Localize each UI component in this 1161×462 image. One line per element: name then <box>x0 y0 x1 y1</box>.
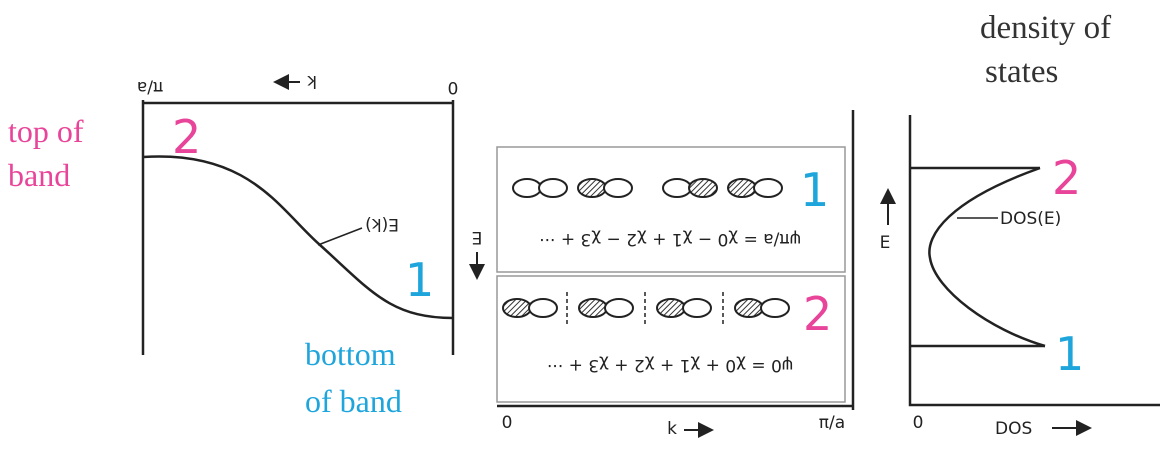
annotation: band <box>8 157 70 193</box>
state-label: 2 <box>1052 151 1081 205</box>
orbital-lobe <box>605 299 633 317</box>
annotation: top of <box>8 113 84 149</box>
axis-label: 0 <box>913 413 924 433</box>
annotation: of band <box>305 383 402 419</box>
axis-label: E <box>472 227 483 247</box>
curve-label: DOS(E) <box>1000 209 1061 229</box>
orbital-lobe <box>513 179 541 197</box>
annotation: bottom <box>305 336 396 372</box>
dos-plot: E DOS(E) 0 DOS 2 1 <box>880 115 1160 439</box>
state-label: 1 <box>405 253 434 307</box>
annotation: density of <box>980 10 1111 46</box>
orbital-lobe <box>735 299 763 317</box>
orbital-panel: 1 ψπ/a = χ0 − χ1 + χ2 − χ3 + ··· 2 ψ0 = … <box>497 110 853 439</box>
axis-label: π/a <box>137 77 163 97</box>
curve-label: E(k) <box>365 214 399 234</box>
orbital-lobe <box>578 179 606 197</box>
orbital-lobe <box>728 179 756 197</box>
orbital-lobe <box>529 299 557 317</box>
orbital-lobe <box>683 299 711 317</box>
dos-curve <box>929 168 1045 346</box>
equation: ψ0 = χ0 + χ1 + χ2 + χ3 + ··· <box>547 355 793 375</box>
orbital-lobe <box>579 299 607 317</box>
state-label: 2 <box>803 287 832 341</box>
axis-label: π/a <box>819 413 845 433</box>
equation: ψπ/a = χ0 − χ1 + χ2 − χ3 + ··· <box>539 229 801 249</box>
box <box>497 276 845 402</box>
band-plot: π/a 0 k E(k) E 2 1 <box>137 71 483 355</box>
axis-label: k <box>307 71 317 91</box>
orbital-lobe <box>503 299 531 317</box>
axis-label: 0 <box>448 77 459 97</box>
orbital-lobe <box>604 179 632 197</box>
orbital-lobe <box>761 299 789 317</box>
axis-label: 0 <box>502 413 513 433</box>
axis-label: k <box>667 419 677 439</box>
orbital-lobe <box>689 179 717 197</box>
orbital-lobe <box>663 179 691 197</box>
axes <box>910 115 1160 405</box>
state-label: 1 <box>800 163 829 217</box>
box <box>497 147 845 272</box>
orbital-lobe <box>754 179 782 197</box>
figure: density of states top of band bottom of … <box>0 0 1161 462</box>
annotation: states <box>985 54 1058 90</box>
orbital-lobe <box>657 299 685 317</box>
state-label: 1 <box>1055 327 1084 381</box>
axis-label: DOS <box>995 419 1032 439</box>
axis-label: E <box>880 233 891 253</box>
leader <box>318 228 362 245</box>
orbital-lobe <box>539 179 567 197</box>
state-label: 2 <box>172 110 201 164</box>
